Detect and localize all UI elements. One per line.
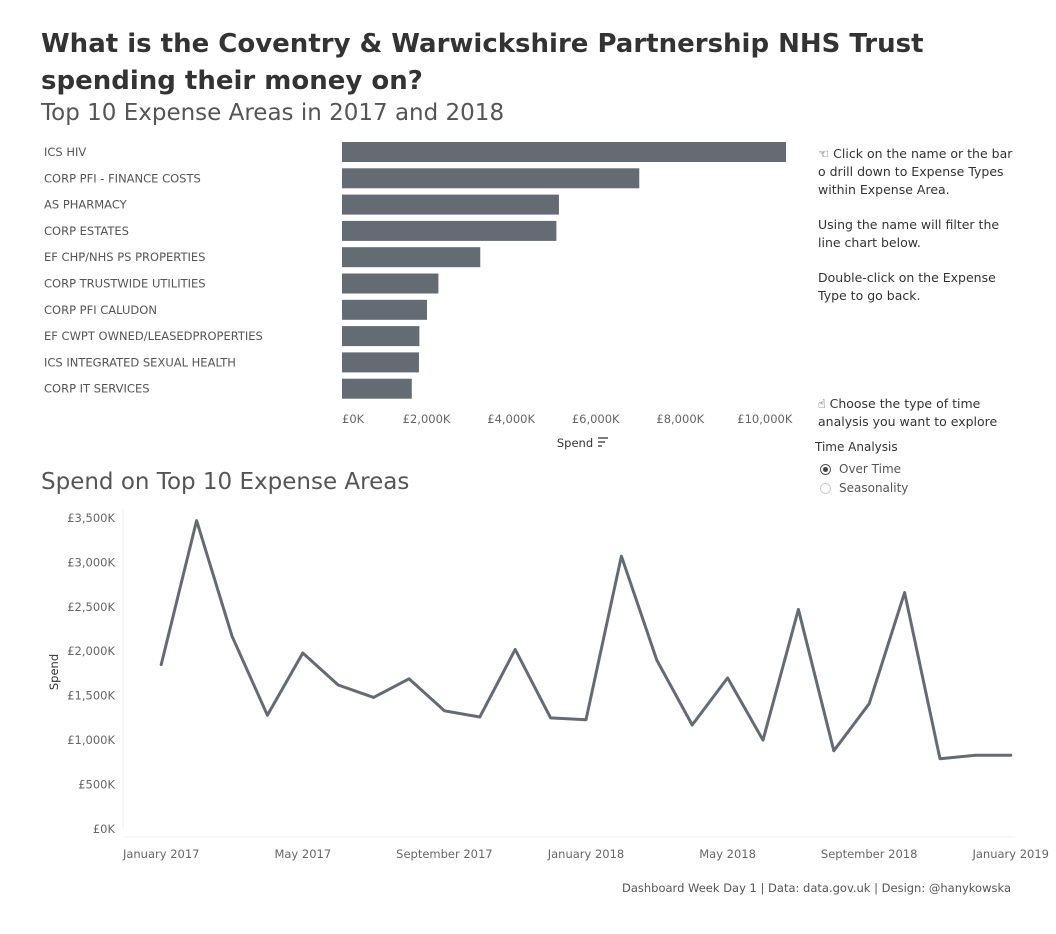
dashboard-title: What is the Coventry & Warwickshire Part… (41, 29, 924, 96)
data-point-2017-10[interactable] (476, 713, 484, 721)
bar-category-label[interactable]: EF CWPT OWNED/LEASEDPROPERTIES (44, 329, 263, 343)
x-tick-label: £2,000K (403, 412, 451, 426)
bar-5[interactable] (342, 247, 481, 268)
time-option-over-time[interactable]: Over Time (820, 461, 901, 477)
bar-3[interactable] (342, 194, 559, 215)
bar-category-label[interactable]: CORP ESTATES (44, 224, 129, 238)
x-tick-label: September 2018 (821, 847, 918, 861)
line-chart-subtitle: Spend on Top 10 Expense Areas (41, 469, 410, 495)
x-tick-label: September 2017 (396, 847, 493, 861)
data-point-2017-08[interactable] (405, 675, 413, 683)
x-tick-label: May 2017 (274, 847, 331, 861)
bar-category-label[interactable]: CORP IT SERVICES (44, 382, 150, 396)
data-point-2018-08[interactable] (830, 747, 838, 755)
bar-1[interactable] (342, 142, 786, 162)
data-point-2018-05[interactable] (724, 674, 732, 682)
data-point-2017-06[interactable] (334, 681, 342, 689)
data-point-2017-02[interactable] (193, 517, 201, 525)
data-point-2018-09[interactable] (865, 700, 873, 708)
drill-down-instructions: ☜ Click on the name or the bar o drill d… (818, 145, 1013, 322)
footer-credits: Dashboard Week Day 1 | Data: data.gov.uk… (621, 881, 1011, 895)
bar-8[interactable] (342, 326, 420, 347)
y-tick-label: £3,000K (67, 555, 115, 569)
time-analysis-label: Time Analysis (815, 440, 898, 454)
data-point-2018-04[interactable] (688, 721, 696, 729)
data-point-2018-10[interactable] (901, 589, 909, 597)
radio-selected-icon[interactable] (820, 463, 831, 475)
bar-category-label[interactable]: EF CHP/NHS PS PROPERTIES (44, 250, 205, 264)
data-point-2017-12[interactable] (547, 714, 555, 722)
x-tick-label: May 2018 (699, 847, 756, 861)
data-point-2017-07[interactable] (370, 693, 378, 701)
y-tick-label: £500K (78, 778, 115, 792)
instruction-click: ☜ Click on the name or the bar o drill d… (818, 146, 1013, 197)
x-tick-label: January 2018 (547, 847, 625, 861)
data-point-2017-09[interactable] (440, 707, 448, 715)
spend-over-time-line-chart: £0K £500K £1,000K £1,500K £2,000K £2,500K £3,0… (47, 509, 1049, 861)
expense-area-bar-chart: ICS HIV CORP PFI - FINANCE COSTS AS PHARMA… (44, 142, 793, 450)
y-tick-label: £0K (93, 822, 116, 836)
bar-10[interactable] (342, 378, 412, 399)
time-option-label: Over Time (839, 462, 902, 476)
data-point-2018-06[interactable] (759, 736, 767, 744)
time-analysis-instructions: ☝ Choose the type of time analysis you w… (818, 396, 998, 429)
instruction-filter: Using the name will filter the line char… (818, 217, 1000, 250)
bar-category-label[interactable]: ICS HIV (44, 145, 86, 159)
data-point-2018-11[interactable] (936, 755, 944, 763)
instruction-back: Double-click on the Expense Type to go b… (818, 270, 996, 303)
bar-category-label[interactable]: AS PHARMACY (44, 198, 128, 212)
data-point-2017-04[interactable] (263, 711, 271, 719)
x-tick-label: £0K (342, 412, 365, 426)
x-tick-label: £10,000K (737, 412, 793, 426)
data-point-2018-03[interactable] (653, 656, 661, 664)
radio-unselected-icon[interactable] (820, 482, 831, 494)
x-tick-label: £6,000K (572, 412, 620, 426)
y-tick-label: £2,000K (67, 644, 115, 658)
time-option-seasonality[interactable]: Seasonality (820, 480, 908, 496)
bar-6[interactable] (342, 273, 439, 294)
data-point-2018-07[interactable] (794, 605, 802, 613)
bar-4[interactable] (342, 220, 557, 241)
x-tick-label: £8,000K (656, 412, 704, 426)
x-tick-label: January 2017 (122, 847, 200, 861)
bar-9[interactable] (342, 352, 419, 373)
data-point-2017-01[interactable] (157, 661, 165, 669)
sort-icon[interactable] (598, 437, 608, 447)
bar-category-label[interactable]: ICS INTEGRATED SEXUAL HEALTH (44, 355, 236, 369)
y-tick-label: £2,500K (67, 600, 115, 614)
data-point-2017-03[interactable] (228, 632, 236, 640)
x-tick-label: January 2019 (971, 847, 1049, 861)
x-axis-label: Spend (557, 436, 593, 450)
x-tick-label: £4,000K (487, 412, 535, 426)
y-axis-label: Spend (47, 654, 61, 690)
spend-series-line[interactable] (159, 519, 1013, 761)
bar-category-label[interactable]: CORP PFI - FINANCE COSTS (44, 171, 201, 185)
time-option-label: Seasonality (839, 481, 909, 495)
data-point-2018-02[interactable] (617, 552, 625, 560)
y-tick-label: £1,000K (67, 733, 115, 747)
bar-category-label[interactable]: CORP PFI CALUDON (44, 303, 157, 317)
bar-chart-subtitle: Top 10 Expense Areas in 2017 and 2018 (41, 100, 505, 126)
bar-2[interactable] (342, 168, 640, 189)
bar-7[interactable] (342, 299, 427, 320)
y-tick-label: £3,500K (67, 511, 115, 525)
y-tick-label: £1,500K (67, 689, 115, 703)
data-point-2018-12[interactable] (971, 751, 979, 759)
data-point-2017-05[interactable] (299, 649, 307, 657)
data-point-2017-11[interactable] (511, 645, 519, 653)
data-point-2019-01[interactable] (1007, 751, 1015, 759)
data-point-2018-01[interactable] (582, 716, 590, 724)
bar-category-label[interactable]: CORP TRUSTWIDE UTILITIES (44, 277, 206, 291)
